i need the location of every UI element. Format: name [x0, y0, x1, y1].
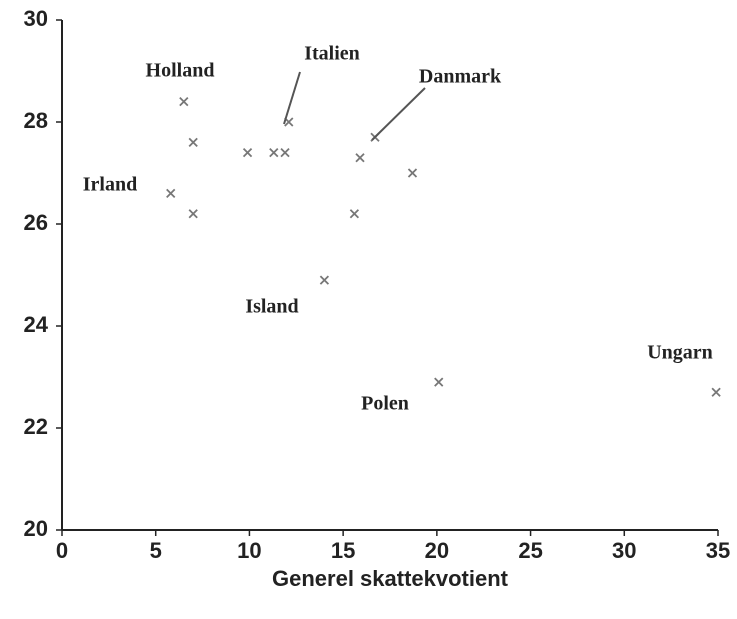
y-tick-label: 30	[24, 6, 48, 31]
x-tick-label: 15	[331, 538, 355, 563]
y-tick-label: 20	[24, 516, 48, 541]
x-tick-label: 20	[425, 538, 449, 563]
point	[269, 147, 279, 158]
point	[355, 153, 365, 163]
annotation: Holland	[146, 60, 215, 82]
point	[179, 96, 189, 107]
x-tick-label: 5	[150, 538, 162, 563]
point	[711, 387, 721, 397]
point	[166, 188, 176, 199]
y-tick-label: 24	[24, 312, 49, 337]
point	[434, 377, 444, 387]
y-tick-label: 28	[24, 108, 48, 133]
point	[319, 275, 330, 285]
leader-line	[283, 71, 301, 125]
x-tick-label: 10	[237, 538, 261, 563]
y-tick-label: 22	[24, 414, 48, 439]
annotation: Ungarn	[647, 342, 713, 364]
point	[407, 168, 418, 178]
annotation: Irland	[83, 174, 137, 196]
x-tick-label: 30	[612, 538, 636, 563]
annotation: Island	[245, 296, 298, 318]
x-axis-label: Generel skattekvotient	[272, 566, 509, 591]
annotation: Italien	[304, 43, 360, 65]
x-tick-label: 35	[706, 538, 730, 563]
point	[349, 209, 360, 219]
annotation: Danmark	[419, 66, 502, 88]
point	[242, 147, 253, 158]
leader-line	[371, 87, 426, 141]
x-tick-label: 0	[56, 538, 68, 563]
point	[280, 147, 290, 158]
x-tick-label: 25	[518, 538, 542, 563]
y-tick-label: 26	[24, 210, 48, 235]
point	[188, 137, 198, 148]
annotation: Polen	[361, 393, 409, 415]
point	[188, 209, 198, 219]
